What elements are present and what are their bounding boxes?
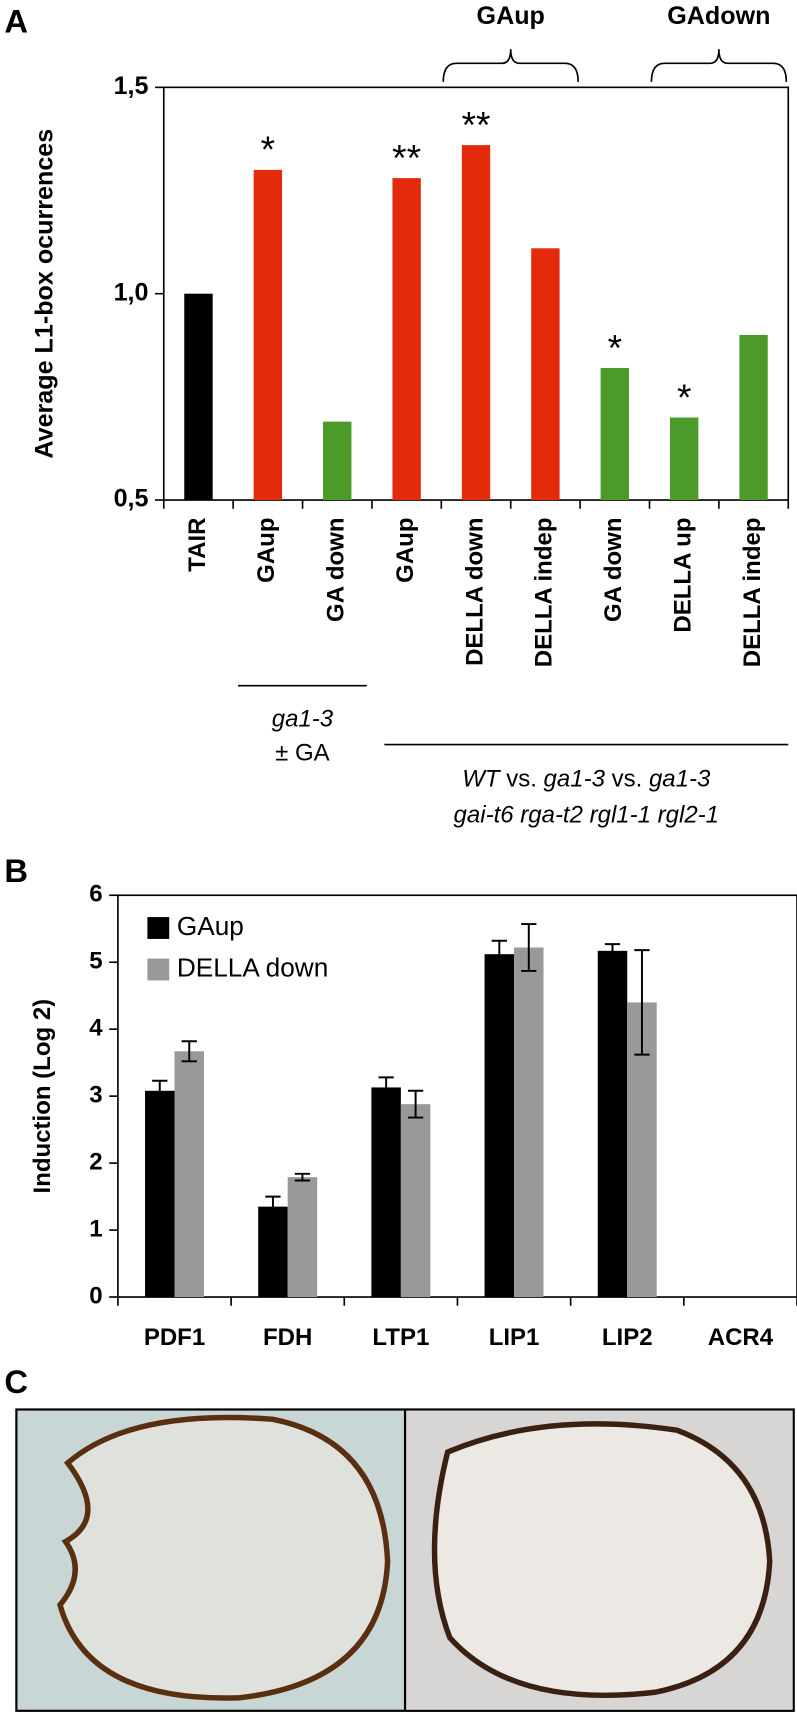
error-bar [491,939,507,969]
bracket-label: GAdown [667,2,770,30]
group-label: ± GA [275,740,330,767]
bar [739,334,768,501]
seed-right [431,1421,773,1699]
y-tick-label: 5 [89,948,102,975]
group-label-part: vs. [605,766,649,793]
x-tick-label: LIP2 [602,1324,653,1351]
bar [392,178,421,501]
error-bar-line [294,1172,311,1182]
significance-label: ** [462,103,491,145]
group-label: WT vs. ga1-3 vs. ga1-3 [462,766,711,793]
y-tick-label: 6 [89,881,102,908]
significance-label: * [261,128,275,170]
error-bar [378,1076,394,1099]
error-bar-line [378,1076,394,1099]
x-tick-label: LIP1 [489,1324,540,1351]
significance-label: * [677,376,691,418]
micrographs [15,1408,795,1712]
seed-left [57,1414,391,1701]
panel-label: C [4,1363,28,1400]
bar [145,1090,175,1298]
y-tick-label: 4 [89,1015,103,1042]
error-bar [294,1172,311,1182]
panel-label: A [4,3,28,40]
panel-label: B [4,852,28,889]
error-bar [152,1079,168,1102]
group-label-part: vs. [500,766,544,793]
error-bar-line [265,1195,281,1218]
bar [371,1087,401,1298]
group-label-part: ga1-3 [272,706,334,733]
bar [258,1206,288,1298]
x-tick-label: GAup [253,518,280,583]
legend-swatch [147,917,170,939]
bar [323,421,352,501]
bar [461,145,491,501]
legend-label: GAup [177,911,244,941]
x-tick-label: GA down [600,518,627,622]
bar [184,293,213,501]
bar [600,367,629,501]
bracket-label: GAup [477,2,545,30]
x-tick-label: DELLA down [461,518,488,666]
x-tick-label: LTP1 [372,1324,429,1351]
x-tick-label: DELLA up [670,518,697,633]
x-tick-label: TAIR [184,518,211,572]
bar [531,248,560,501]
y-tick-label: 1,5 [114,72,149,100]
y-axis-label: Induction (Log 2) [29,999,56,1194]
error-bar-line [491,939,507,969]
x-tick-label: DELLA indep [531,518,558,668]
y-tick-label: 2 [89,1148,102,1175]
error-bar [634,949,650,1056]
error-bar [407,1089,424,1119]
group-label-part: ga1-3 [544,766,606,793]
bar [514,947,544,1298]
error-bar-line [521,923,537,972]
group-label-part: WT [462,766,502,793]
error-bar [521,923,537,972]
y-tick-label: 3 [89,1081,102,1108]
x-tick-label: FDH [263,1324,312,1351]
error-bar-line [634,949,650,1056]
group-label: gai-t6 rga-t2 rgl1-1 rgl2-1 [454,802,719,829]
error-bar [181,1040,197,1063]
legend-label: DELLA down [177,952,328,982]
bar [287,1177,318,1298]
bar [484,954,515,1298]
error-bar-line [152,1079,168,1102]
x-tick-label: PDF1 [144,1324,205,1351]
x-tick-label: DELLA indep [739,518,766,668]
error-bar-line [407,1089,424,1119]
legend-swatch [147,958,170,981]
group-label-part: ga1-3 [649,766,711,793]
bar [253,169,283,501]
x-tick-label: GAup [392,518,419,583]
group-label: ga1-3 [272,706,334,733]
group-label-part: gai-t6 rga-t2 rgl1-1 rgl2-1 [454,802,719,829]
bar [669,417,699,501]
bar [400,1104,431,1298]
y-tick-label: 1 [89,1215,102,1242]
x-tick-label: ACR4 [708,1324,774,1351]
error-bar-line [181,1040,197,1063]
error-bar-line [604,943,621,959]
bracket [650,49,788,82]
bar [597,950,628,1298]
significance-label: * [608,326,622,368]
x-tick-label: GA down [323,518,350,622]
error-bar [265,1195,281,1218]
error-bar [604,943,621,959]
y-axis-label: Average L1-box ocurrences [30,129,58,459]
bar [174,1051,204,1298]
group-label-part: ± GA [275,740,330,767]
significance-label: ** [392,136,421,178]
y-tick-label: 0 [89,1282,102,1309]
y-tick-label: 0,5 [114,485,149,513]
y-tick-label: 1,0 [114,278,149,306]
bracket [442,49,579,82]
